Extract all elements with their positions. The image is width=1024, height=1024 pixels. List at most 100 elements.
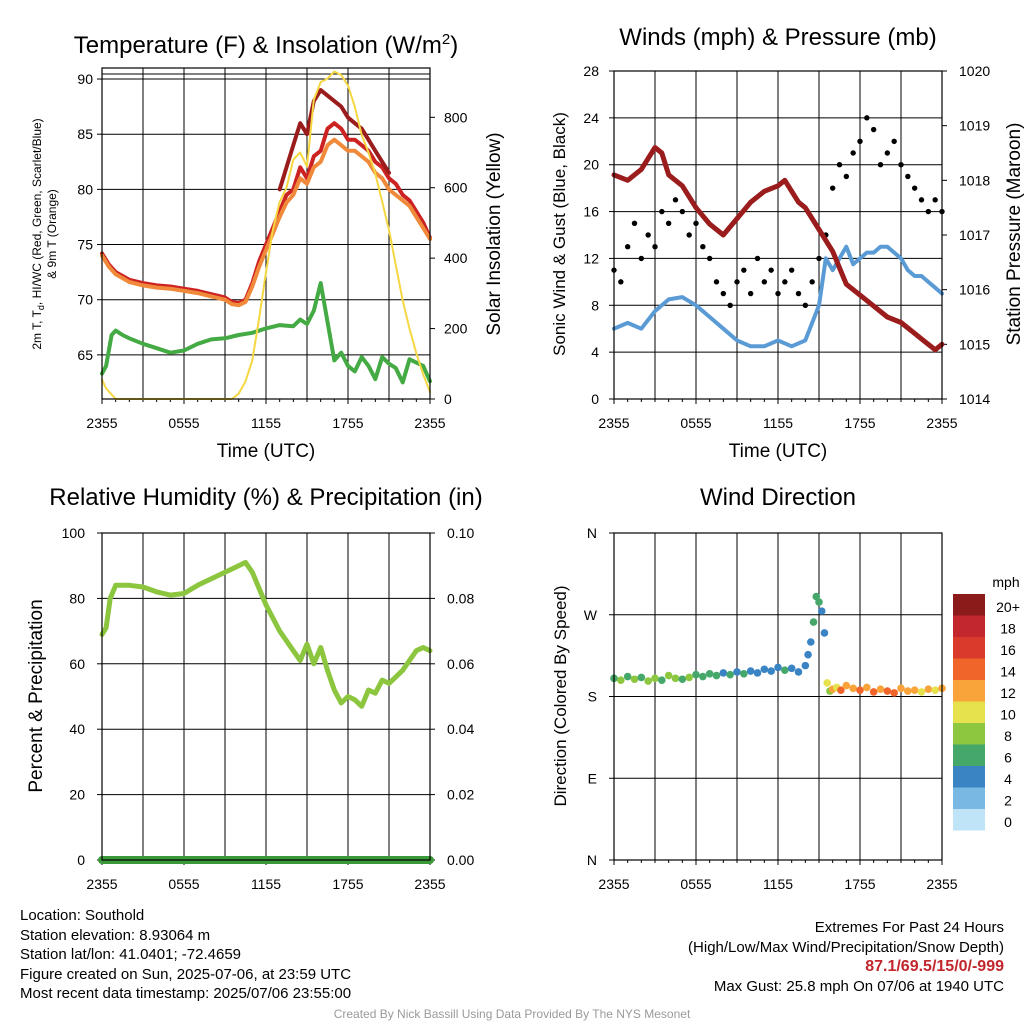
x-tick-label: 1755 — [844, 876, 875, 892]
gust-point — [761, 279, 768, 285]
gust-point — [693, 220, 699, 226]
legend-label: 4 — [1004, 771, 1012, 787]
direction-point — [664, 671, 673, 680]
extremes-title: Extremes For Past 24 Hours — [814, 919, 1004, 936]
direction-point — [794, 668, 803, 676]
y-tick-label: 28 — [583, 63, 599, 79]
direction-point — [837, 686, 845, 694]
direction-point — [753, 669, 762, 677]
legend-swatch — [953, 615, 985, 637]
x-tick-label: 2355 — [926, 415, 957, 431]
gust-point — [747, 290, 754, 297]
gust-point — [877, 162, 884, 168]
y2-tick-label: 0.00 — [447, 852, 474, 868]
y-tick-label: 12 — [583, 250, 599, 266]
gust-point — [775, 290, 781, 297]
direction-point — [726, 670, 734, 679]
gust-point — [925, 208, 932, 215]
direction-point — [760, 665, 769, 674]
y-tick-label: 70 — [77, 292, 93, 308]
gust-point — [857, 138, 863, 144]
direction-point — [842, 681, 851, 690]
gust-point — [686, 232, 692, 238]
legend-label: 10 — [1000, 706, 1016, 722]
gust-point — [911, 185, 918, 191]
x-axis-label: Time (UTC) — [217, 441, 316, 462]
x-tick-label: 0555 — [168, 876, 199, 892]
gust-point — [864, 115, 870, 121]
direction-point — [809, 618, 818, 626]
y-tick-label: 65 — [77, 347, 93, 363]
legend-title: mph — [992, 574, 1019, 590]
direction-point — [733, 668, 741, 676]
x-tick-label: 1755 — [332, 415, 363, 431]
x-tick-label: 0555 — [168, 415, 199, 431]
y-tick-label: S — [588, 689, 597, 705]
direction-point — [849, 684, 857, 693]
direction-point — [658, 676, 666, 684]
y-tick-label: 100 — [62, 525, 86, 541]
y-tick-label: 20 — [69, 787, 85, 803]
legend-swatch — [953, 594, 985, 616]
gust-point — [850, 150, 856, 156]
legend-label: 2 — [1004, 792, 1012, 808]
legend-swatch — [953, 701, 985, 723]
direction-point — [637, 673, 646, 682]
gust-point — [645, 232, 651, 238]
legend-label: 14 — [1000, 663, 1016, 679]
series-line-0 — [100, 121, 432, 305]
direction-point — [671, 674, 680, 683]
y2-tick-label: 200 — [444, 321, 468, 337]
direction-point — [863, 683, 871, 692]
direction-point — [699, 672, 707, 681]
direction-point — [774, 663, 782, 672]
speed-legend: mph 20+ 18 16 14 12 10 8 6 4 2 0 — [953, 574, 1020, 831]
direction-point — [692, 670, 700, 679]
direction-point — [931, 686, 939, 694]
plot-border — [613, 70, 943, 400]
direction-point — [807, 638, 815, 646]
gust-point — [741, 267, 747, 273]
gust-point — [700, 244, 706, 250]
chart-title: Wind Direction — [700, 484, 856, 511]
gust-point — [816, 255, 822, 262]
legend-swatch — [953, 787, 985, 809]
y-tick-label: 24 — [583, 110, 599, 126]
gust-point — [754, 255, 761, 262]
x-tick-label: 1755 — [844, 415, 875, 431]
legend-swatch — [953, 637, 985, 659]
station-info: Location: Southold Station elevation: 8.… — [20, 906, 351, 1004]
legend-swatch — [953, 744, 985, 766]
max-gust-text: Max Gust: 25.8 mph On 07/06 at 1940 UTC — [713, 977, 1004, 995]
winds-chart: 2355 0555 1155 1755 2355 0 4 8 12 16 20 24 28 1014 101… — [550, 24, 1024, 462]
y-tick-label: 0 — [591, 391, 599, 407]
y-tick-label: 85 — [77, 126, 93, 142]
direction-point — [651, 674, 659, 683]
series-line-3 — [100, 281, 432, 385]
gust-point — [768, 267, 774, 273]
plot-border — [613, 532, 943, 861]
legend-swatch — [953, 723, 985, 745]
direction-point — [767, 667, 775, 675]
y-tick-label: 20 — [583, 157, 599, 173]
direction-point — [820, 629, 829, 637]
direction-point — [917, 688, 926, 696]
direction-point — [890, 689, 898, 697]
gust-point — [918, 197, 925, 203]
y2-tick-label: 400 — [444, 250, 468, 266]
gust-point — [652, 244, 658, 250]
legend-label: 12 — [1000, 685, 1016, 701]
y-axis-label-line2: & 9m T (Orange) — [45, 189, 59, 279]
gust-point — [932, 197, 938, 203]
gust-point — [809, 279, 815, 285]
extremes-panel: Extremes For Past 24 Hours (High/Low/Max… — [688, 918, 1004, 996]
y-tick-label: 16 — [583, 204, 599, 220]
latlon-text: Station lat/lon: 41.0401; -72.4659 — [20, 946, 242, 963]
direction-point — [823, 679, 831, 687]
series-line-0 — [99, 559, 433, 709]
x-tick-label: 1155 — [251, 876, 281, 892]
gust-point — [905, 173, 911, 180]
gust-point — [782, 279, 788, 285]
x-tick-label: 2355 — [598, 876, 629, 892]
direction-point — [705, 669, 714, 678]
